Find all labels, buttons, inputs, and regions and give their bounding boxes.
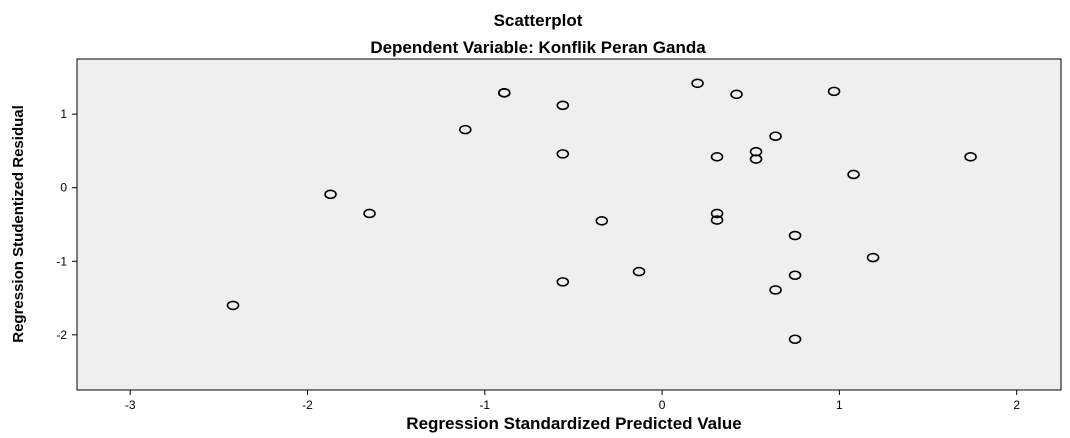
x-tick-label: 2 xyxy=(1013,398,1020,412)
scatter-point xyxy=(788,230,802,241)
scatter-point xyxy=(226,300,240,311)
y-tick-label: -2 xyxy=(56,328,67,342)
scatter-point xyxy=(691,78,704,89)
scatter-point xyxy=(556,149,570,159)
scatter-point xyxy=(847,169,860,180)
y-tick-label: 1 xyxy=(60,107,67,121)
y-axis-label: Regression Studentized Residual xyxy=(10,105,27,343)
scatter-point xyxy=(458,124,472,135)
scatter-point xyxy=(497,88,511,98)
scatter-point xyxy=(866,252,880,263)
x-tick-label: -2 xyxy=(302,398,313,412)
y-tick-label: -1 xyxy=(56,254,67,268)
scatter-point xyxy=(363,208,376,219)
x-tick-label: -1 xyxy=(479,398,490,412)
scatter-point xyxy=(827,86,841,97)
scatter-point xyxy=(769,131,782,142)
x-tick-label: 0 xyxy=(659,398,666,412)
scatter-point xyxy=(556,100,570,111)
y-axis: 1 0 -1 -2 xyxy=(56,107,77,342)
scatter-point xyxy=(595,216,609,226)
x-tick-label: -3 xyxy=(125,398,136,412)
chart-subtitle: Dependent Variable: Konflik Peran Ganda xyxy=(370,38,706,57)
scatter-point xyxy=(710,152,724,162)
x-tick-label: 1 xyxy=(836,398,843,412)
scatter-point xyxy=(964,152,977,162)
x-axis: -3 -2 -1 0 1 2 xyxy=(125,390,1020,412)
y-tick-label: 0 xyxy=(60,181,67,195)
scatter-point xyxy=(324,189,337,200)
scatter-point xyxy=(710,208,724,219)
scatter-point xyxy=(556,277,570,287)
plot-area xyxy=(76,58,1062,391)
scatter-point xyxy=(769,285,782,295)
scatter-point xyxy=(749,154,763,164)
scatter-point xyxy=(788,334,802,345)
scatter-point xyxy=(730,89,743,100)
plot-area-group xyxy=(76,58,1062,391)
scatter-point xyxy=(632,266,646,277)
points-layer xyxy=(226,78,977,345)
scatter-point xyxy=(710,215,724,225)
chart-title: Scatterplot xyxy=(494,11,583,30)
x-axis-label: Regression Standardized Predicted Value xyxy=(406,414,741,433)
scatter-point xyxy=(788,270,802,281)
